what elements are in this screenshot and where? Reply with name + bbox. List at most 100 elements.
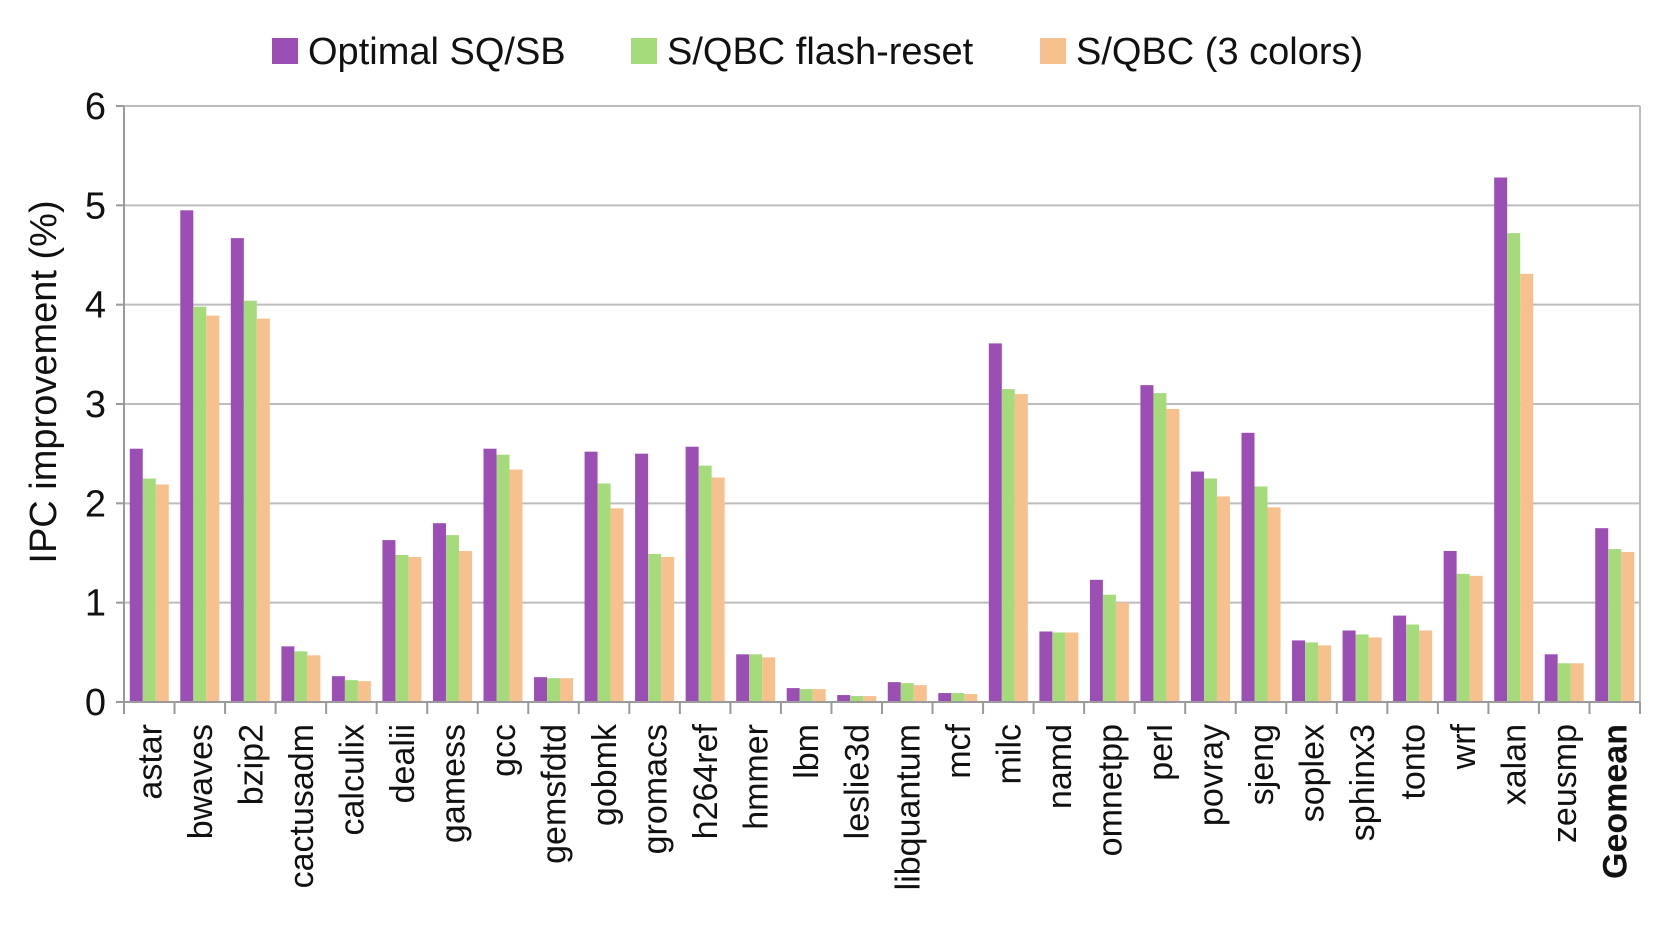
x-tick-label: omnetpp	[1091, 724, 1129, 856]
bar-s-qbc-flash-reset-perl	[1153, 393, 1167, 702]
bar-s-qbc-3-colors--h264ref	[711, 477, 725, 702]
bar-optimal-sq-sb-leslie3d	[837, 695, 851, 702]
bar-s-qbc-3-colors--bwaves	[206, 315, 220, 702]
y-tick-label: 4	[85, 285, 106, 327]
x-tick-label: perl	[1142, 724, 1180, 781]
bar-optimal-sq-sb-sjeng	[1241, 432, 1255, 702]
bar-optimal-sq-sb-libquantum	[887, 682, 901, 702]
bar-s-qbc-3-colors--lbm	[812, 689, 826, 702]
bar-optimal-sq-sb-xalan	[1494, 177, 1508, 702]
bar-optimal-sq-sb-zeusmp	[1544, 654, 1558, 702]
x-tick-label: xalan	[1496, 724, 1534, 805]
x-tick-label: Geomean	[1597, 724, 1635, 879]
x-tick-label: hmmer	[738, 724, 776, 830]
bar-s-qbc-flash-reset-cactusadm	[294, 651, 308, 702]
bar-s-qbc-3-colors--calculix	[357, 681, 371, 702]
bar-optimal-sq-sb-calculix	[331, 676, 345, 702]
bar-s-qbc-flash-reset-hmmer	[749, 654, 763, 702]
x-tick-label: gromacs	[637, 724, 675, 854]
bar-optimal-sq-sb-gobmk	[584, 451, 598, 702]
bar-s-qbc-3-colors--cactusadm	[307, 655, 321, 702]
gridlines	[124, 105, 1641, 702]
bar-optimal-sq-sb-wrf	[1443, 551, 1457, 702]
bar-optimal-sq-sb-bzip2	[230, 238, 244, 703]
bar-s-qbc-flash-reset-xalan	[1507, 233, 1521, 702]
bar-s-qbc-flash-reset-omnetpp	[1102, 594, 1116, 702]
bar-s-qbc-flash-reset-mcf	[951, 693, 965, 702]
bar-s-qbc-3-colors--bzip2	[256, 318, 270, 702]
legend: Optimal SQ/SB S/QBC flash-reset S/QBC (3 c…	[272, 31, 1363, 73]
bar-optimal-sq-sb-namd	[1039, 631, 1053, 702]
x-tick-label: leslie3d	[839, 724, 877, 839]
legend-label: S/QBC (3 colors)	[1076, 31, 1363, 73]
x-tick-label: soplex	[1294, 724, 1332, 822]
bar-s-qbc-flash-reset-lbm	[799, 689, 813, 702]
bar-s-qbc-3-colors--gamess	[458, 551, 472, 702]
bar-s-qbc-3-colors--gemsfdtd	[560, 678, 574, 702]
bar-s-qbc-flash-reset-libquantum	[900, 683, 914, 702]
bar-s-qbc-flash-reset-dealii	[395, 554, 409, 702]
bar-s-qbc-flash-reset-gamess	[445, 535, 459, 702]
bar-s-qbc-3-colors--namd	[1065, 632, 1079, 702]
y-tick-label: 2	[85, 483, 106, 525]
x-tick-label: zeusmp	[1546, 724, 1584, 843]
x-tick-label: bwaves	[182, 724, 220, 839]
x-tick-label: sphinx3	[1344, 724, 1382, 841]
y-tick-labels: 0 1 2 3 4 5 6	[85, 86, 106, 724]
bar-s-qbc-3-colors--gcc	[509, 469, 523, 702]
bar-s-qbc-3-colors--povray	[1216, 496, 1230, 702]
y-tick-label: 1	[85, 583, 106, 625]
x-tick-label: milc	[990, 724, 1028, 784]
bar-s-qbc-3-colors--leslie3d	[863, 696, 877, 702]
bar-s-qbc-3-colors--mcf	[964, 694, 978, 702]
x-tick-label: povray	[1192, 724, 1230, 826]
bar-s-qbc-flash-reset-bzip2	[243, 300, 257, 702]
bar-optimal-sq-sb-omnetpp	[1089, 579, 1103, 702]
bar-optimal-sq-sb-gromacs	[635, 453, 649, 702]
bar-s-qbc-flash-reset-bwaves	[193, 306, 207, 702]
bar-s-qbc-flash-reset-soplex	[1305, 642, 1319, 702]
x-tick-label: gamess	[434, 724, 472, 843]
y-axis-title: IPC improvement (%)	[23, 200, 65, 563]
axes	[116, 105, 1641, 714]
y-tick-label: 3	[85, 384, 106, 426]
bar-optimal-sq-sb-povray	[1190, 471, 1204, 702]
bar-optimal-sq-sb-astar	[129, 448, 143, 702]
x-tick-label: wrf	[1445, 723, 1483, 770]
bar-optimal-sq-sb-milc	[988, 343, 1002, 702]
x-tick-label: tonto	[1395, 724, 1433, 800]
bar-optimal-sq-sb-tonto	[1393, 615, 1407, 702]
bar-s-qbc-flash-reset-geomean	[1608, 549, 1622, 702]
legend-label: S/QBC flash-reset	[667, 31, 974, 73]
bar-optimal-sq-sb-hmmer	[736, 654, 750, 702]
x-tick-label: namd	[1041, 724, 1079, 809]
bar-s-qbc-3-colors--sjeng	[1267, 507, 1281, 702]
x-tick-label: gobmk	[586, 723, 624, 826]
bar-optimal-sq-sb-lbm	[786, 688, 800, 702]
bar-optimal-sq-sb-gemsfdtd	[534, 677, 548, 702]
bar-s-qbc-flash-reset-astar	[142, 478, 156, 702]
bar-s-qbc-flash-reset-zeusmp	[1557, 663, 1571, 702]
bar-optimal-sq-sb-gamess	[432, 523, 446, 702]
x-tick-label: calculix	[333, 724, 371, 835]
legend-label: Optimal SQ/SB	[308, 31, 566, 73]
bar-s-qbc-flash-reset-leslie3d	[850, 696, 864, 702]
bar-s-qbc-3-colors--hmmer	[762, 657, 776, 702]
bar-optimal-sq-sb-gcc	[483, 448, 497, 702]
bar-optimal-sq-sb-soplex	[1292, 640, 1306, 702]
bar-s-qbc-3-colors--omnetpp	[1115, 602, 1129, 702]
bar-s-qbc-3-colors--dealii	[408, 556, 422, 702]
y-tick-label: 0	[85, 682, 106, 724]
bar-s-qbc-3-colors--zeusmp	[1570, 663, 1584, 702]
bar-s-qbc-flash-reset-povray	[1203, 478, 1217, 702]
x-tick-label: gcc	[485, 724, 523, 777]
bar-s-qbc-3-colors--wrf	[1469, 575, 1483, 702]
bar-s-qbc-flash-reset-gromacs	[648, 553, 662, 702]
legend-swatch	[631, 38, 657, 64]
bar-s-qbc-flash-reset-gobmk	[597, 483, 611, 702]
x-tick-label: gemsfdtd	[536, 724, 574, 864]
bar-optimal-sq-sb-mcf	[938, 693, 952, 702]
bar-s-qbc-3-colors--geomean	[1621, 552, 1635, 702]
bar-s-qbc-3-colors--astar	[155, 484, 169, 702]
